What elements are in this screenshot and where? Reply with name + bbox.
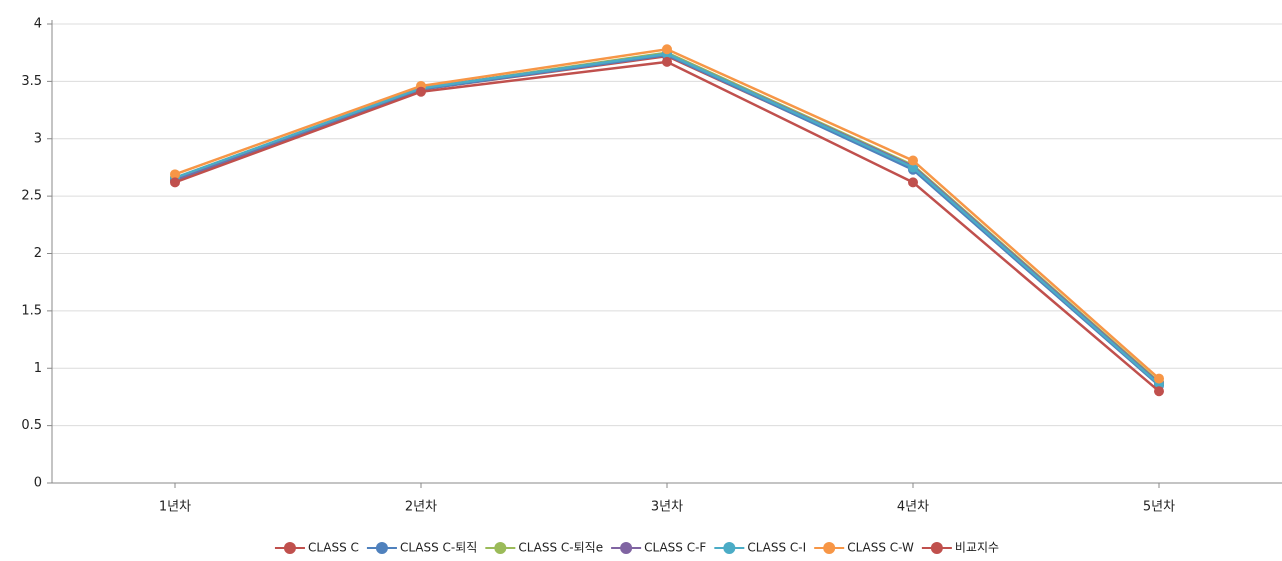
series-line bbox=[174, 53, 1160, 387]
y-tick-label: 4 bbox=[34, 17, 42, 32]
x-tick-label: 2년차 bbox=[405, 500, 437, 515]
legend-label: CLASS C bbox=[308, 541, 359, 555]
y-tick-label: 2.5 bbox=[21, 189, 42, 204]
legend-label: CLASS C-퇴직e bbox=[518, 541, 603, 555]
legend-label: 비교지수 bbox=[955, 541, 999, 555]
series-line bbox=[174, 52, 1160, 385]
x-tick-label: 5년차 bbox=[1143, 500, 1175, 515]
x-tick-label: 1년차 bbox=[159, 500, 191, 515]
y-tick-label: 1.5 bbox=[21, 303, 42, 318]
data-point bbox=[1154, 386, 1164, 397]
legend-label: CLASS C-F bbox=[644, 541, 706, 555]
y-tick-label: 0.5 bbox=[21, 418, 42, 433]
data-point bbox=[170, 169, 180, 180]
series-line bbox=[174, 51, 1160, 383]
data-point bbox=[662, 44, 672, 55]
legend-marker bbox=[620, 542, 633, 554]
y-tick-label: 3 bbox=[34, 131, 42, 146]
legend-label: CLASS C-퇴직 bbox=[400, 541, 477, 555]
series-line bbox=[174, 54, 1160, 386]
y-tick-label: 1 bbox=[34, 361, 42, 376]
legend-marker bbox=[823, 542, 836, 554]
x-tick-label: 4년차 bbox=[897, 500, 929, 515]
data-point bbox=[1154, 373, 1164, 384]
data-point bbox=[170, 177, 180, 188]
legend-label: CLASS C-I bbox=[747, 541, 806, 555]
x-tick-label: 3년차 bbox=[651, 500, 683, 515]
series-line bbox=[174, 52, 1160, 386]
series-line bbox=[174, 60, 1160, 393]
legend-marker bbox=[283, 542, 296, 554]
data-point bbox=[908, 155, 918, 166]
data-point bbox=[908, 177, 918, 188]
legend-marker bbox=[375, 542, 388, 554]
y-tick-label: 0 bbox=[34, 476, 42, 491]
y-tick-label: 2 bbox=[34, 246, 42, 261]
legend-marker bbox=[494, 542, 507, 554]
legend-label: CLASS C-W bbox=[847, 541, 914, 555]
data-point bbox=[662, 56, 672, 67]
legend-marker bbox=[930, 542, 943, 554]
legend-marker bbox=[723, 542, 736, 554]
y-tick-label: 3.5 bbox=[21, 74, 42, 89]
data-point bbox=[908, 162, 918, 173]
data-point bbox=[416, 86, 426, 97]
legend: CLASS C CLASS C-퇴직 CLASS C-퇴직e CLASS C-F CLA… bbox=[274, 541, 999, 555]
series-line bbox=[174, 47, 1160, 380]
